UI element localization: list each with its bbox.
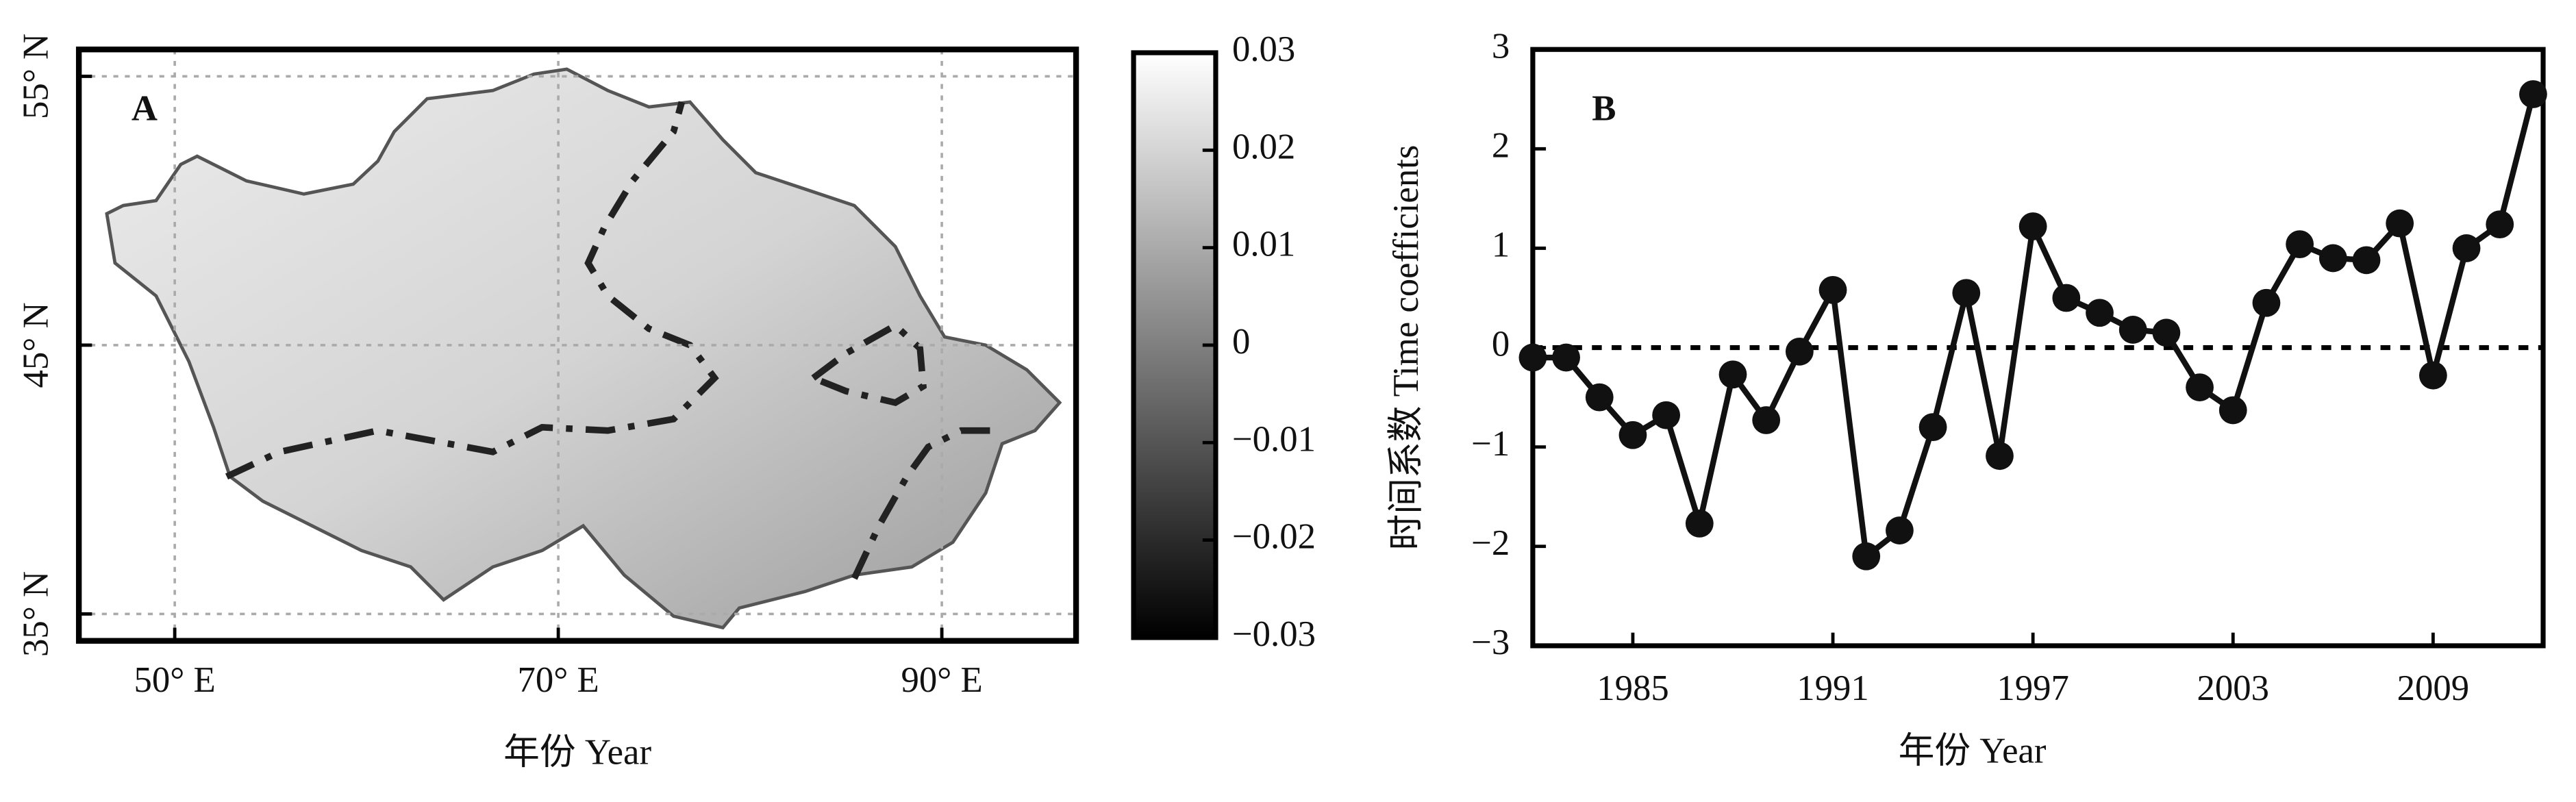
y-tick-label: 35° N [16, 571, 56, 657]
y-tick-label: −2 [1471, 523, 1510, 563]
data-point [2252, 288, 2281, 317]
x-axis-label: 年份 Year [503, 733, 651, 773]
data-point [1986, 442, 2014, 471]
data-point [1818, 275, 1847, 304]
data-point [1785, 337, 1814, 366]
data-point [1952, 279, 1981, 308]
x-tick-label: 70° E [517, 660, 599, 700]
x-tick-label: 1985 [1597, 668, 1669, 708]
data-point [1685, 510, 1714, 538]
data-point [2118, 316, 2147, 344]
x-tick-label: 1997 [1997, 668, 2069, 708]
data-point [2486, 210, 2514, 238]
y-tick-label: −1 [1471, 424, 1510, 464]
panel-label: B [1592, 88, 1616, 128]
map-region [105, 67, 1062, 630]
data-point [1886, 516, 1914, 544]
y-tick-label: 1 [1492, 225, 1510, 265]
data-point [2452, 234, 2481, 262]
land-outline [105, 67, 1062, 630]
data-point [1552, 343, 1580, 372]
data-line [1532, 93, 2536, 562]
colorbar-tick-label: 0 [1232, 322, 1250, 362]
data-point [1752, 406, 1781, 434]
y-tick-label: 55° N [16, 34, 56, 119]
colorbar-tick-label: 0.01 [1232, 225, 1295, 264]
colorbar-tick-label: −0.02 [1232, 517, 1316, 557]
data-point [2318, 244, 2347, 273]
boundary-line [851, 427, 995, 580]
x-tick-label: 90° E [901, 660, 982, 700]
x-axis-label: 年份 Year [1899, 731, 2047, 770]
data-point [1918, 413, 1947, 442]
data-point [2286, 230, 2314, 259]
data-point [2186, 373, 2214, 401]
data-point [2418, 361, 2447, 390]
colorbar-tick-label: −0.01 [1232, 419, 1316, 459]
data-point [2086, 299, 2114, 327]
x-tick-label: 50° E [134, 660, 215, 700]
data-point [1652, 401, 1681, 429]
colorbar-tick-label: −0.03 [1232, 614, 1316, 654]
boundary-line [225, 101, 719, 480]
data-point [1718, 360, 1747, 389]
boundary-line [811, 321, 927, 407]
x-tick-label: 1991 [1797, 668, 1869, 708]
data-point [1585, 383, 1614, 412]
data-point [2519, 80, 2547, 108]
x-tick-label: 2003 [2197, 668, 2270, 708]
x-tick-label: 2009 [2397, 668, 2470, 708]
data-point [2052, 284, 2081, 312]
map-frame [75, 47, 1079, 644]
y-tick-label: 0 [1492, 325, 1510, 364]
y-tick-label: 3 [1492, 26, 1510, 66]
y-tick-label: 2 [1492, 125, 1510, 165]
data-point [2386, 209, 2414, 238]
data-point [1518, 343, 1547, 372]
colorbar [1131, 50, 1218, 640]
panel-label: A [132, 88, 158, 128]
y-axis-label: 时间系数 Time coefficients [1386, 145, 1426, 551]
colorbar-tick-label: 0.03 [1232, 29, 1295, 69]
y-tick-label: 45° N [16, 302, 56, 388]
colorbar-tick-label: 0.02 [1232, 127, 1295, 166]
plot-frame [1530, 47, 2546, 649]
data-point [2218, 396, 2247, 425]
y-tick-label: −3 [1471, 623, 1510, 662]
data-point [2352, 246, 2381, 275]
data-point [2018, 212, 2047, 240]
data-point [1852, 542, 1881, 571]
data-point [2152, 318, 2181, 347]
data-point [1618, 421, 1647, 449]
